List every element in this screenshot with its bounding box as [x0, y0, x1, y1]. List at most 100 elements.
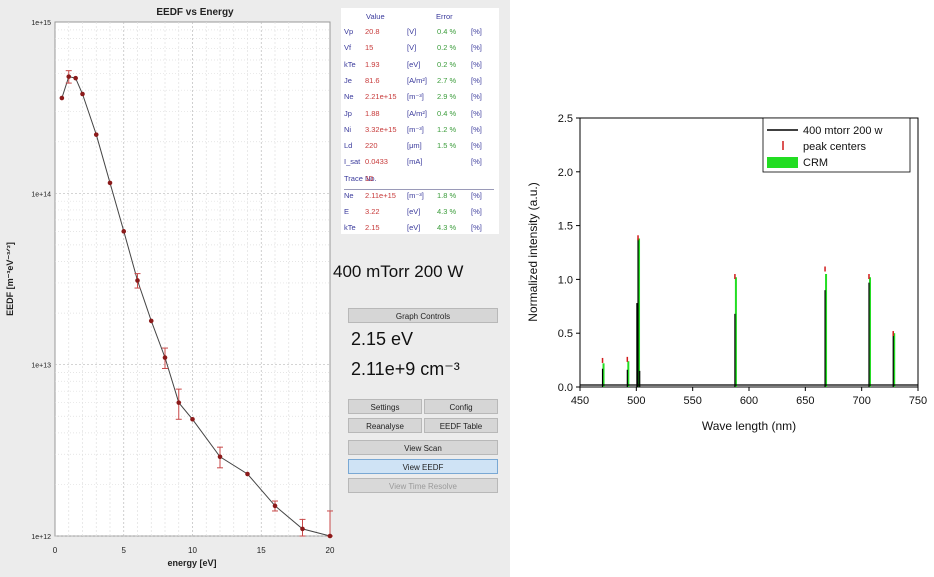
- parameter-unit: [eV]: [407, 59, 421, 69]
- eedf-y-tick-label: 1e+13: [31, 363, 51, 370]
- spectrum-x-tick-label: 750: [909, 395, 927, 407]
- parameter-eunit: [%]: [471, 92, 482, 102]
- parameter-value: 1.93: [365, 59, 380, 69]
- parameter-name: kTe: [344, 223, 356, 232]
- parameter-name: Vp: [344, 27, 354, 36]
- eedf-data-point: [272, 503, 278, 509]
- parameter-eunit: [%]: [471, 207, 482, 216]
- spectrum-y-tick-label: 1.5: [558, 221, 573, 233]
- eedf-x-tick-label: 20: [326, 546, 335, 555]
- parameter-unit: [m⁻³]: [407, 191, 424, 200]
- parameter-err: 0.4 %: [437, 108, 457, 118]
- settings-button[interactable]: Settings: [348, 399, 422, 414]
- eedf-data-point: [66, 74, 72, 79]
- error-header: Error: [436, 12, 453, 21]
- parameter-err: 1.2 %: [437, 124, 457, 134]
- parameter-err: 4.3 %: [437, 207, 457, 216]
- parameter-eunit: [%]: [471, 27, 482, 36]
- spectrum-y-tick-label: 0.0: [558, 382, 573, 394]
- parameter-value: 10: [365, 173, 374, 183]
- parameter-value: 15: [365, 43, 374, 53]
- parameter-eunit: [%]: [471, 157, 482, 167]
- eedf-data-point: [59, 95, 65, 101]
- spectrum-x-label: Wave length (nm): [702, 419, 796, 433]
- parameter-unit: [V]: [407, 43, 417, 53]
- parameter-unit: [eV]: [407, 223, 421, 232]
- eedf-y-tick-label: 1e+14: [31, 191, 51, 198]
- eedf-data-point: [300, 526, 305, 532]
- eedf-data-point: [93, 132, 99, 137]
- parameter-unit: [m⁻³]: [407, 124, 424, 134]
- parameter-unit: [m⁻³]: [407, 92, 424, 102]
- parameter-err: 0.2 %: [437, 43, 457, 53]
- parameter-eunit: [%]: [471, 223, 482, 232]
- probe-analysis-panel: 0 5 10 15 20 1e+12 1e+13 1e+14 1e+15 EEDF vs Ene…: [0, 0, 510, 577]
- eedf-data-point: [73, 75, 78, 81]
- parameter-name: Jp: [344, 108, 352, 118]
- spectrum-y-tick-label: 0.5: [558, 328, 573, 340]
- graph-controls-button[interactable]: Graph Controls: [348, 308, 498, 323]
- eedf-data-point: [162, 355, 168, 360]
- parameter-name: Ne: [344, 191, 354, 200]
- eedf-data-point: [190, 416, 195, 422]
- eedf-data-point: [107, 180, 113, 186]
- condition-label: 400 mTorr 200 W: [333, 262, 464, 281]
- eedf-title: EEDF vs Energy: [156, 7, 234, 18]
- parameter-name: E: [344, 207, 350, 216]
- table-separator: [344, 189, 494, 190]
- config-button[interactable]: Config: [424, 399, 498, 414]
- parameter-name: Ne: [344, 92, 354, 102]
- parameter-eunit: [%]: [471, 43, 482, 53]
- view-eedf-button[interactable]: View EEDF: [348, 459, 498, 474]
- eedf-y-tick-label: 1e+15: [31, 20, 51, 27]
- parameter-value: 20.8: [365, 27, 380, 36]
- eedf-data-point: [245, 471, 250, 477]
- parameter-eunit: [%]: [471, 141, 482, 151]
- parameter-name: Ni: [344, 124, 352, 134]
- spectrum-y-label: Normalized intensity (a.u.): [526, 182, 540, 321]
- parameter-eunit: [%]: [471, 191, 482, 200]
- legend-entry-spectrum: 400 mtorr 200 w: [803, 125, 883, 137]
- parameter-value: 3.32e+15: [365, 124, 397, 134]
- parameter-value: 2.15: [365, 223, 380, 232]
- parameter-err: 4.3 %: [437, 223, 457, 232]
- parameter-err: 2.7 %: [437, 75, 457, 85]
- view-time-resolve-button[interactable]: View Time Resolve: [348, 478, 498, 493]
- eedf-data-point: [148, 318, 154, 324]
- eedf-table-button[interactable]: EEDF Table: [424, 418, 498, 433]
- legend-entry-peak-centers: peak centers: [803, 141, 866, 153]
- parameter-unit: [V]: [407, 27, 417, 36]
- parameter-unit: [A/m²]: [407, 108, 427, 118]
- spectrum-x-tick-label: 450: [571, 395, 589, 407]
- eedf-data-point: [176, 400, 182, 405]
- parameter-name: Je: [344, 75, 352, 85]
- parameter-err: 1.5 %: [437, 141, 457, 151]
- parameter-eunit: [%]: [471, 124, 482, 134]
- parameter-name: kTe: [344, 59, 356, 69]
- reanalyse-button[interactable]: Reanalyse: [348, 418, 422, 433]
- parameter-value: 1.88: [365, 108, 380, 118]
- spectrum-y-tick-label: 1.0: [558, 274, 573, 286]
- spectrum-x-tick-label: 600: [740, 395, 758, 407]
- parameter-name: Vf: [344, 43, 352, 53]
- eedf-data-point: [327, 533, 333, 539]
- eedf-x-tick-label: 15: [257, 546, 266, 555]
- eedf-y-label: EEDF [m⁻³eV⁻³ᐟ²]: [5, 242, 15, 316]
- parameter-unit: [A/m²]: [407, 75, 427, 85]
- view-scan-button[interactable]: View Scan: [348, 440, 498, 455]
- spectrum-legend: 400 mtorr 200 w peak centers CRM: [762, 117, 911, 173]
- parameter-value: 220: [365, 141, 378, 151]
- parameter-value: 3.22: [365, 207, 380, 216]
- parameter-unit: [μm]: [407, 141, 422, 151]
- parameter-err: 0.2 %: [437, 59, 457, 69]
- eedf-data-point: [121, 229, 127, 234]
- spectrum-x-tick-label: 550: [683, 395, 701, 407]
- eedf-data-point: [80, 91, 85, 97]
- eedf-x-tick-label: 10: [188, 546, 197, 555]
- eedf-y-tick-label: 1e+12: [31, 534, 51, 541]
- eedf-data-point: [217, 454, 223, 460]
- legend-crm-swatch: [767, 157, 798, 168]
- parameter-unit: [eV]: [407, 207, 421, 216]
- parameters-table: Value Error Vp 20.8 [V] 0.4 % [%] Vf 15 [V] 0.2 …: [341, 8, 499, 234]
